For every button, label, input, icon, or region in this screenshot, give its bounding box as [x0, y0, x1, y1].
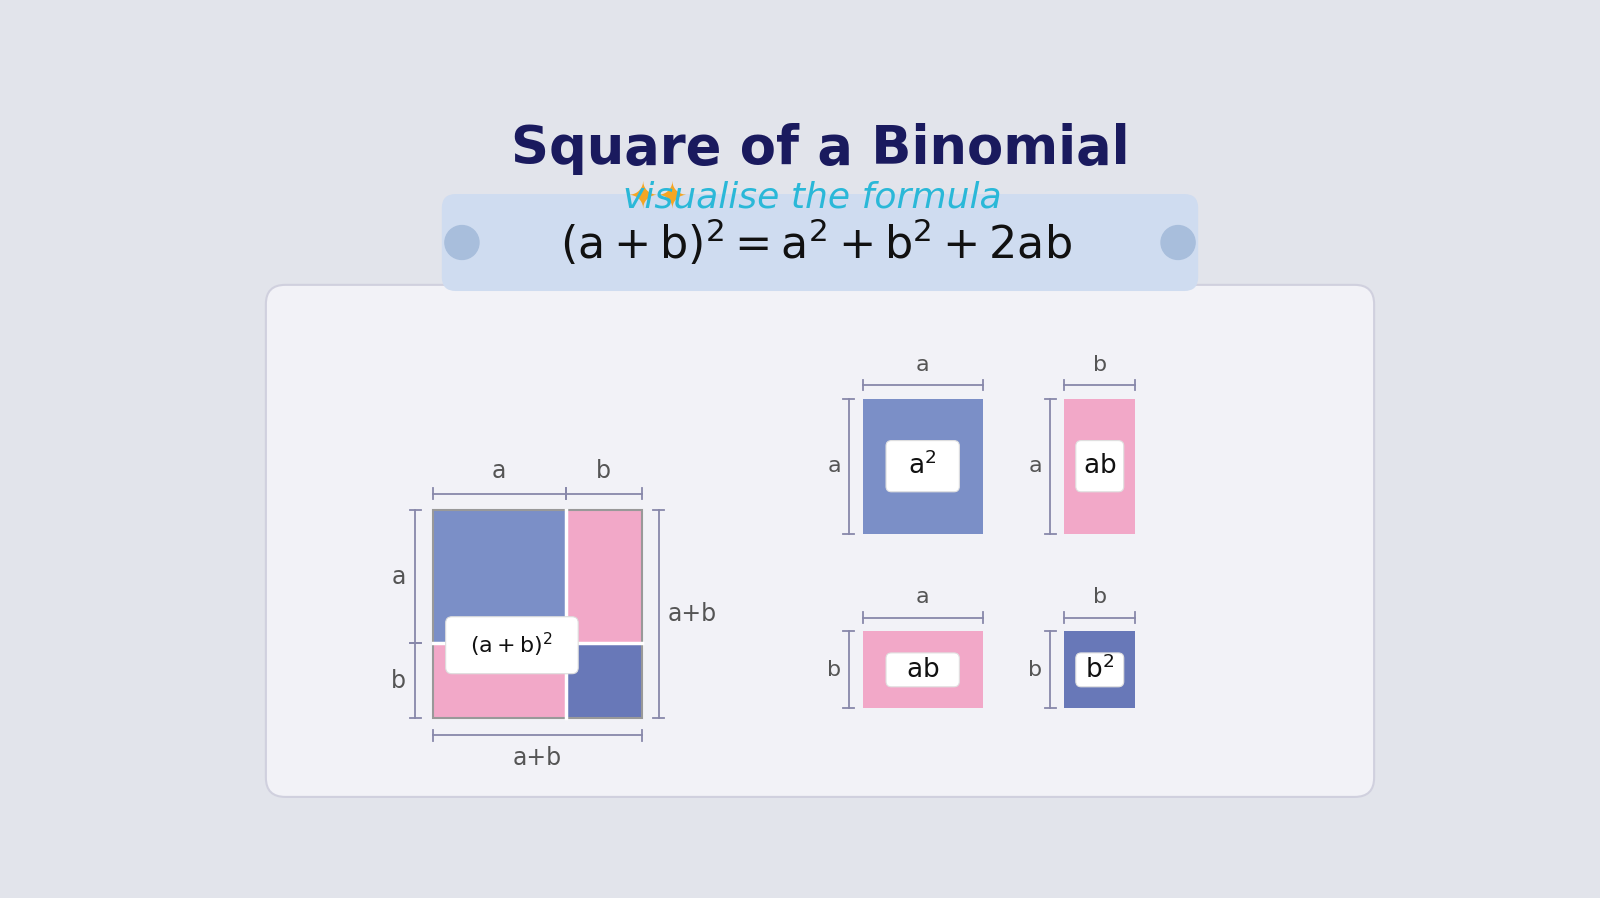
Bar — [432, 510, 642, 718]
Text: b: b — [1093, 587, 1107, 607]
FancyBboxPatch shape — [886, 441, 960, 492]
Text: a: a — [827, 456, 842, 476]
Text: $\mathsf{ab}$: $\mathsf{ab}$ — [906, 656, 939, 682]
Circle shape — [1162, 225, 1195, 260]
Text: Square of a Binomial: Square of a Binomial — [510, 122, 1130, 174]
FancyBboxPatch shape — [446, 617, 578, 674]
Text: a: a — [1029, 456, 1043, 476]
Bar — [1064, 399, 1136, 533]
Text: a: a — [915, 355, 930, 375]
Bar — [566, 510, 642, 643]
FancyBboxPatch shape — [886, 653, 960, 687]
FancyBboxPatch shape — [1075, 653, 1123, 687]
Bar — [862, 631, 982, 709]
Text: a+b: a+b — [669, 603, 717, 627]
FancyBboxPatch shape — [1075, 441, 1123, 492]
FancyBboxPatch shape — [442, 194, 1198, 291]
Text: $\mathsf{(a+b)^2}$: $\mathsf{(a+b)^2}$ — [470, 631, 554, 659]
FancyBboxPatch shape — [266, 285, 1374, 797]
Bar — [862, 399, 982, 533]
Text: b: b — [1093, 355, 1107, 375]
Text: a: a — [915, 587, 930, 607]
Bar — [566, 643, 642, 718]
Text: ✦✦: ✦✦ — [627, 180, 688, 214]
Text: $\mathsf{(a + b)^{2} = a^{2}+ b^{2}+ 2ab}$: $\mathsf{(a + b)^{2} = a^{2}+ b^{2}+ 2ab… — [560, 217, 1072, 268]
Bar — [432, 510, 566, 643]
Bar — [1064, 631, 1136, 709]
Text: a: a — [392, 565, 406, 589]
Text: b: b — [827, 660, 842, 680]
Text: $\mathsf{ab}$: $\mathsf{ab}$ — [1083, 453, 1117, 480]
Text: visualise the formula: visualise the formula — [622, 180, 1002, 214]
Text: b: b — [597, 459, 611, 483]
Text: b: b — [390, 669, 406, 692]
Text: a+b: a+b — [512, 746, 562, 770]
Text: a: a — [491, 459, 506, 483]
Text: b: b — [1029, 660, 1043, 680]
Text: $\mathsf{b^2}$: $\mathsf{b^2}$ — [1085, 656, 1114, 684]
Text: $\mathsf{a^2}$: $\mathsf{a^2}$ — [909, 452, 938, 480]
Bar — [432, 643, 566, 718]
Circle shape — [445, 225, 478, 260]
